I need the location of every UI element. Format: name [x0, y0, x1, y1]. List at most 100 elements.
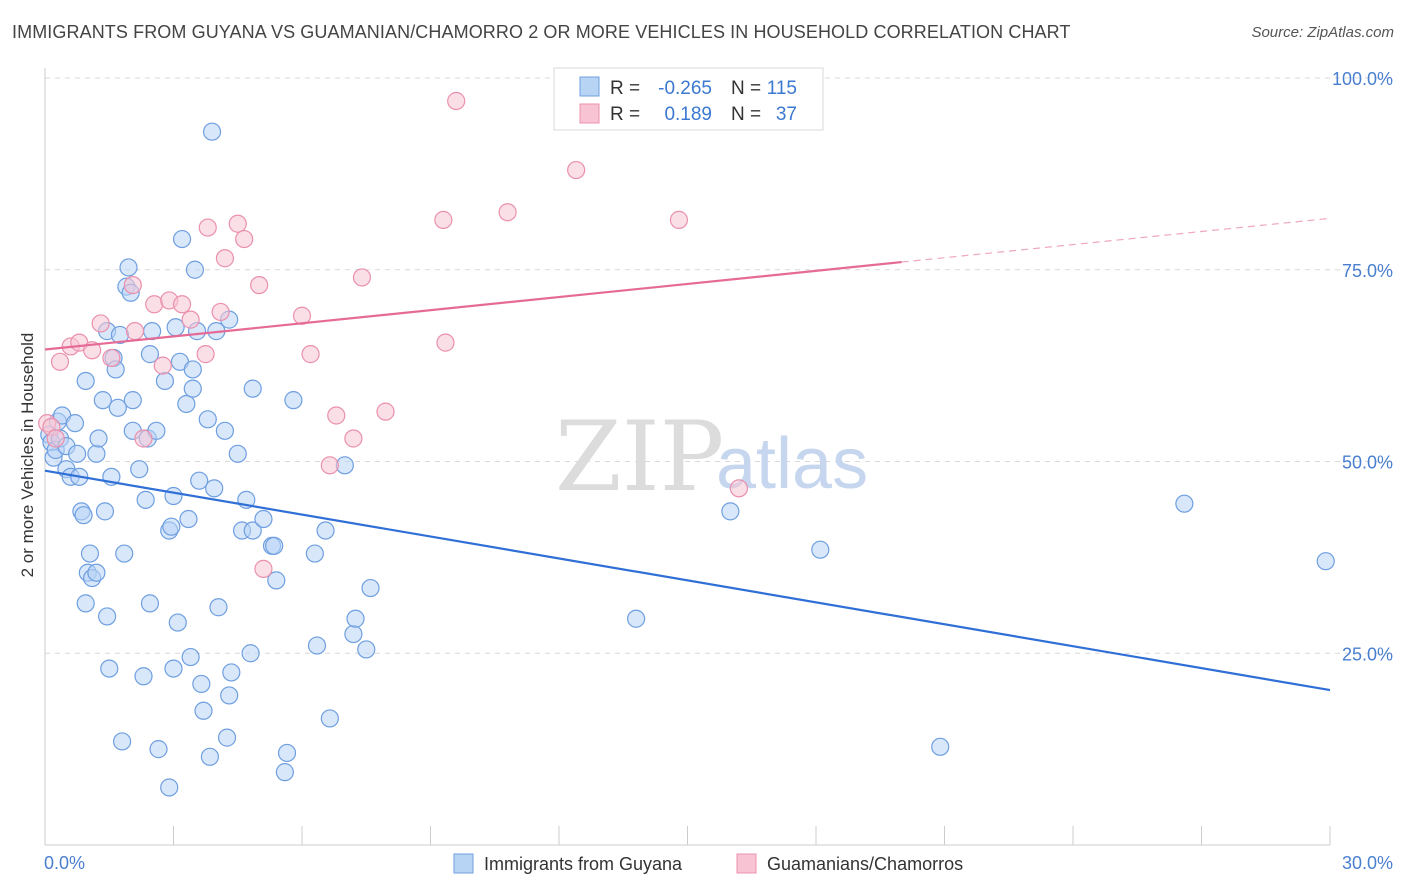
stats-legend: R = -0.265 N = 115 R = 0.189 N = 37	[553, 67, 824, 131]
point-guyana	[140, 594, 160, 613]
point-guyana	[89, 429, 108, 448]
point-guyana	[344, 624, 363, 644]
trend-line-0	[44, 469, 1331, 692]
point-guyana	[811, 540, 830, 559]
legend-r-value-2: 0.189	[664, 104, 712, 125]
point-guyana	[76, 371, 95, 391]
point-guyana	[140, 345, 160, 364]
point-guyana	[68, 444, 87, 463]
y-tick-labels: 25.0% 50.0% 75.0% 100.0%	[1332, 69, 1393, 664]
point-guyana	[134, 667, 153, 686]
point-guyana	[721, 502, 740, 521]
legend-swatch-pink	[579, 103, 600, 124]
point-guyana	[80, 544, 100, 563]
point-guyana	[254, 509, 273, 529]
point-guyana	[194, 701, 213, 720]
point-guyana	[87, 444, 106, 463]
legend-item-chamorro-swatch	[736, 853, 757, 874]
legend-r-label-1: R =	[610, 78, 640, 99]
point-guyana	[162, 517, 181, 536]
gridlines	[45, 77, 1392, 654]
point-chamorro	[376, 402, 395, 421]
point-chamorro	[447, 91, 466, 111]
point-guyana	[130, 460, 149, 479]
x-tick-labels: 0.0% 30.0%	[44, 853, 1393, 873]
point-chamorro	[215, 249, 234, 268]
point-chamorro	[669, 210, 689, 229]
point-guyana	[284, 391, 303, 410]
y-axis-title: 2 or more Vehicles in Household	[18, 333, 37, 578]
y-tick-label: 25.0%	[1342, 644, 1393, 664]
legend-swatch-blue	[579, 76, 600, 97]
point-guyana	[931, 737, 950, 756]
point-guyana	[74, 506, 93, 525]
point-chamorro	[228, 214, 247, 233]
point-guyana	[267, 571, 286, 590]
point-guyana	[202, 122, 222, 141]
y-tick-label: 50.0%	[1342, 453, 1393, 473]
point-guyana	[217, 728, 237, 747]
point-guyana	[172, 229, 192, 249]
point-guyana	[320, 709, 339, 728]
point-guyana	[100, 659, 119, 678]
legend-n-label-2: N =	[731, 104, 761, 125]
point-guyana	[115, 544, 134, 563]
point-chamorro	[172, 295, 192, 314]
point-guyana	[1175, 494, 1194, 513]
point-guyana	[275, 763, 294, 782]
legend-n-value-2: 37	[776, 104, 797, 125]
point-guyana	[164, 486, 183, 506]
point-guyana	[361, 578, 380, 598]
point-chamorro	[102, 348, 121, 368]
point-guyana	[190, 471, 209, 490]
point-guyana	[185, 260, 205, 279]
point-chamorro	[153, 356, 172, 375]
point-guyana	[164, 659, 183, 678]
trend-line-dashed-1	[901, 217, 1331, 263]
point-guyana	[307, 636, 327, 655]
point-chamorro	[91, 314, 110, 333]
point-guyana	[305, 544, 324, 563]
point-guyana	[220, 686, 239, 705]
legend-n-label-1: N =	[731, 78, 761, 99]
legend-n-value-1: 115	[767, 78, 797, 99]
point-chamorro	[134, 429, 153, 448]
point-chamorro	[196, 345, 215, 364]
point-guyana	[149, 740, 168, 759]
x-tick-label: 30.0%	[1342, 853, 1393, 873]
chart-title: IMMIGRANTS FROM GUYANA VS GUAMANIAN/CHAM…	[12, 22, 1071, 42]
point-chamorro	[145, 295, 164, 314]
y-tick-label: 75.0%	[1342, 261, 1393, 281]
trend-lines	[44, 217, 1331, 692]
point-chamorro	[250, 275, 269, 295]
point-guyana	[119, 258, 138, 277]
legend-item-guyana-swatch	[453, 853, 474, 874]
point-chamorro	[211, 302, 230, 322]
point-guyana	[95, 502, 115, 521]
point-chamorro	[123, 275, 142, 295]
point-guyana	[183, 379, 202, 398]
point-guyana	[215, 421, 234, 440]
point-chamorro	[729, 479, 749, 498]
y-tick-label: 100.0%	[1332, 69, 1393, 89]
point-guyana	[626, 609, 646, 628]
point-chamorro	[46, 429, 65, 448]
point-guyana	[65, 414, 85, 433]
point-chamorro	[436, 333, 455, 352]
point-chamorro	[50, 352, 70, 371]
point-chamorro	[352, 268, 372, 287]
point-guyana	[1316, 552, 1335, 571]
point-guyana	[93, 391, 112, 410]
point-guyana	[108, 398, 127, 417]
point-guyana	[160, 778, 179, 797]
point-guyana	[243, 379, 262, 398]
point-guyana	[112, 732, 132, 751]
trend-line-1	[44, 260, 902, 351]
point-guyana	[166, 318, 185, 337]
point-chamorro	[498, 203, 517, 222]
point-guyana	[200, 747, 220, 766]
point-chamorro	[567, 160, 586, 180]
point-guyana	[316, 521, 335, 540]
legend-item-guyana: Immigrants from Guyana	[484, 854, 683, 874]
